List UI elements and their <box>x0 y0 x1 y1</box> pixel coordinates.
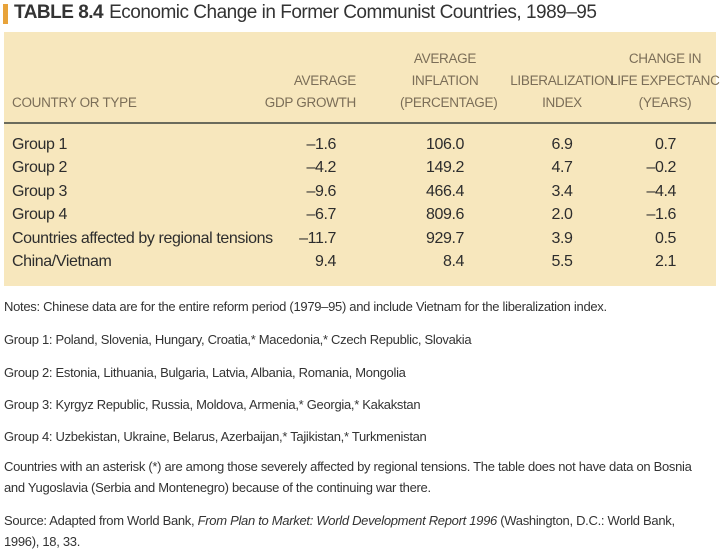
note-group-1: Group 1: Poland, Slovenia, Hungary, Croa… <box>4 332 472 347</box>
header-inflation-line1: AVERAGE <box>413 51 477 66</box>
table-number: TABLE 8.4 <box>14 2 104 23</box>
note-asterisk: Countries with an asterisk (*) are among… <box>4 459 692 495</box>
cell-gdp: –9.6 <box>306 183 336 200</box>
cell-country: Group 2 <box>12 159 68 176</box>
cell-life: 0.5 <box>654 230 676 247</box>
note-group-2: Group 2: Estonia, Lithuania, Bulgaria, L… <box>4 365 406 380</box>
cell-country: Countries affected by regional tensions <box>12 230 273 247</box>
cell-inflation: 149.2 <box>425 159 464 176</box>
table-row: China/Vietnam 9.4 8.4 5.5 2.1 <box>0 250 720 273</box>
header-liberalization-line1: LIBERALIZATION <box>510 73 614 88</box>
source-title: From Plan to Market: World Development R… <box>197 513 498 528</box>
cell-country: Group 1 <box>12 136 68 153</box>
note-source: Source: Adapted from World Bank, From Pl… <box>4 510 704 552</box>
table-panel <box>4 32 716 286</box>
cell-life: 0.7 <box>654 136 676 153</box>
header-life-line2: LIFE EXPECTANCY <box>610 73 720 88</box>
cell-liberalization: 2.0 <box>551 206 573 223</box>
cell-gdp: 9.4 <box>314 253 336 270</box>
header-gdp-line1: AVERAGE <box>293 73 356 88</box>
cell-gdp: –11.7 <box>299 230 336 247</box>
header-life-line3: (YEARS) <box>638 95 692 110</box>
title-accent-bar <box>3 4 8 24</box>
source-prefix: Source: Adapted from World Bank, <box>4 513 198 528</box>
cell-gdp: –1.6 <box>306 136 336 153</box>
table-row: Group 2 –4.2 149.2 4.7 –0.2 <box>0 156 720 179</box>
header-country-label: COUNTRY OR TYPE <box>12 95 137 110</box>
header-inflation-line2: INFLATION <box>411 73 479 88</box>
table-row: Countries affected by regional tensions … <box>0 227 720 250</box>
cell-life: 2.1 <box>654 253 676 270</box>
header-gdp: AVERAGE GDP GROWTH <box>264 70 357 114</box>
table-row: Group 3 –9.6 466.4 3.4 –4.4 <box>0 180 720 203</box>
cell-inflation: 106.0 <box>425 136 464 153</box>
header-inflation-line3: (PERCENTAGE) <box>400 95 498 110</box>
note-group-3: Group 3: Kyrgyz Republic, Russia, Moldov… <box>4 397 421 412</box>
header-life-expectancy: CHANGE IN LIFE EXPECTANCY (YEARS) <box>610 48 720 114</box>
cell-life: –4.4 <box>646 183 676 200</box>
table-row: Group 1 –1.6 106.0 6.9 0.7 <box>0 133 720 156</box>
header-liberalization-line2: INDEX <box>542 95 582 110</box>
header-gdp-line2: GDP GROWTH <box>264 95 357 110</box>
note-group-4: Group 4: Uzbekistan, Ukraine, Belarus, A… <box>4 429 427 444</box>
header-divider <box>4 122 716 124</box>
table-title-row: TABLE 8.4 Economic Change in Former Commu… <box>0 0 720 30</box>
cell-liberalization: 6.9 <box>551 136 573 153</box>
cell-life: –0.2 <box>646 159 676 176</box>
cell-liberalization: 3.4 <box>551 183 573 200</box>
cell-liberalization: 3.9 <box>551 230 573 247</box>
header-life-line1: CHANGE IN <box>628 51 702 66</box>
cell-life: –1.6 <box>646 206 676 223</box>
cell-country: China/Vietnam <box>12 253 112 270</box>
cell-gdp: –6.7 <box>306 206 336 223</box>
cell-liberalization: 4.7 <box>551 159 573 176</box>
table-row: Group 4 –6.7 809.6 2.0 –1.6 <box>0 203 720 226</box>
cell-inflation: 809.6 <box>425 206 464 223</box>
cell-liberalization: 5.5 <box>551 253 573 270</box>
header-country: COUNTRY OR TYPE <box>12 92 137 114</box>
table-title: TABLE 8.4 Economic Change in Former Commu… <box>14 2 597 24</box>
cell-inflation: 466.4 <box>425 183 464 200</box>
note-chinese-data: Notes: Chinese data are for the entire r… <box>4 299 607 314</box>
table-title-text: Economic Change in Former Communist Coun… <box>109 2 597 23</box>
cell-inflation: 929.7 <box>425 230 464 247</box>
cell-inflation: 8.4 <box>442 253 464 270</box>
cell-country: Group 3 <box>12 183 68 200</box>
header-liberalization: LIBERALIZATION INDEX <box>507 70 617 114</box>
cell-country: Group 4 <box>12 206 68 223</box>
header-inflation: AVERAGE INFLATION (PERCENTAGE) <box>400 48 498 114</box>
cell-gdp: –4.2 <box>306 159 336 176</box>
